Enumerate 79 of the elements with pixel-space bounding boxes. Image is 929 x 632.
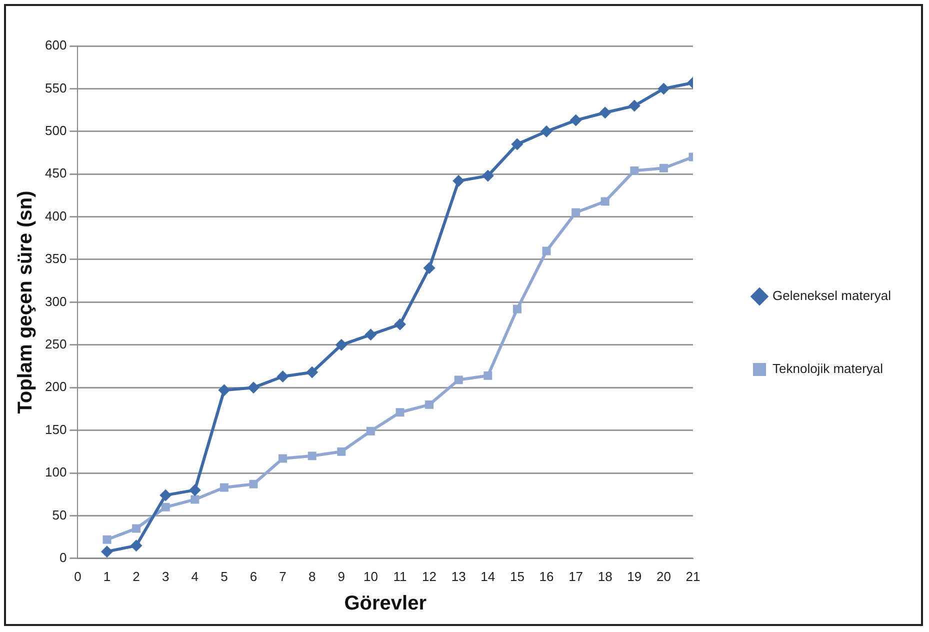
point: [572, 208, 580, 217]
x-tick-label: 20: [656, 568, 671, 584]
point: [102, 535, 112, 544]
point: [570, 114, 582, 126]
point: [306, 366, 318, 378]
y-tick-label: 250: [44, 336, 67, 352]
point: [364, 328, 377, 341]
x-tick-label: 6: [250, 568, 258, 584]
x-tick-label: 15: [510, 568, 524, 584]
y-tick-label: 50: [52, 507, 67, 522]
point: [132, 524, 141, 533]
point: [190, 495, 200, 504]
x-tick-label: 11: [393, 568, 407, 584]
point: [100, 546, 113, 558]
point: [630, 166, 639, 175]
point: [484, 371, 492, 380]
y-tick-label: 0: [59, 550, 67, 565]
legend-label: Teknolojik materyal: [772, 361, 884, 376]
y-tick-label: 300: [44, 294, 67, 309]
y-tick-label: 150: [44, 422, 67, 437]
x-tick-label: 10: [363, 568, 378, 584]
y-tick-label: 600: [44, 38, 67, 53]
point: [366, 426, 375, 436]
y-tick-label: 100: [44, 464, 67, 480]
point: [160, 489, 172, 502]
x-tick-label: 2: [132, 568, 140, 584]
point: [276, 370, 289, 382]
x-tick-label: 7: [279, 568, 286, 584]
point: [308, 452, 316, 460]
x-tick-label: 14: [480, 568, 496, 584]
x-tick-label: 4: [191, 568, 199, 584]
point: [130, 540, 142, 552]
point: [482, 170, 494, 182]
point: [659, 164, 668, 172]
point: [278, 454, 288, 463]
x-tick-label: 19: [627, 568, 642, 584]
point: [454, 376, 463, 384]
point: [423, 262, 436, 274]
point: [218, 384, 230, 396]
x-tick-label: 18: [598, 568, 612, 584]
point: [512, 304, 522, 314]
x-tick-label: 13: [451, 568, 466, 584]
x-tick-label: 9: [338, 568, 346, 584]
point: [220, 483, 228, 492]
point: [396, 408, 404, 417]
y-tick-label: 400: [44, 208, 67, 224]
point: [540, 125, 552, 138]
point: [249, 480, 258, 488]
x-tick-label: 1: [103, 568, 111, 584]
y-tick-label: 550: [44, 80, 67, 96]
point: [658, 82, 670, 95]
x-tick-label: 3: [162, 568, 170, 584]
point: [337, 447, 346, 456]
point: [511, 138, 524, 150]
y-axis-title: Toplam geçen süre (sn): [14, 190, 37, 414]
point: [452, 174, 465, 187]
point: [188, 484, 201, 496]
point: [247, 382, 260, 394]
x-tick-label: 21: [686, 568, 700, 584]
point: [599, 106, 612, 119]
x-tick-label: 12: [422, 568, 437, 584]
point: [628, 100, 640, 112]
point: [394, 318, 406, 330]
point: [600, 197, 610, 206]
y-tick-label: 450: [44, 166, 67, 181]
legend-label: Geleneksel materyal: [772, 288, 892, 304]
x-tick-label: 5: [220, 568, 228, 584]
point: [542, 246, 551, 256]
x-tick-label: 17: [568, 568, 584, 584]
y-tick-label: 500: [44, 122, 67, 138]
x-tick-label: 0: [74, 568, 82, 584]
x-axis-title: Görevler: [344, 592, 427, 615]
x-tick-label: 8: [308, 568, 316, 584]
point: [161, 502, 170, 512]
y-tick-label: 200: [44, 379, 67, 394]
x-tick-label: 16: [539, 568, 554, 584]
y-tick-label: 350: [44, 251, 67, 266]
point: [425, 400, 434, 409]
point: [335, 338, 348, 351]
